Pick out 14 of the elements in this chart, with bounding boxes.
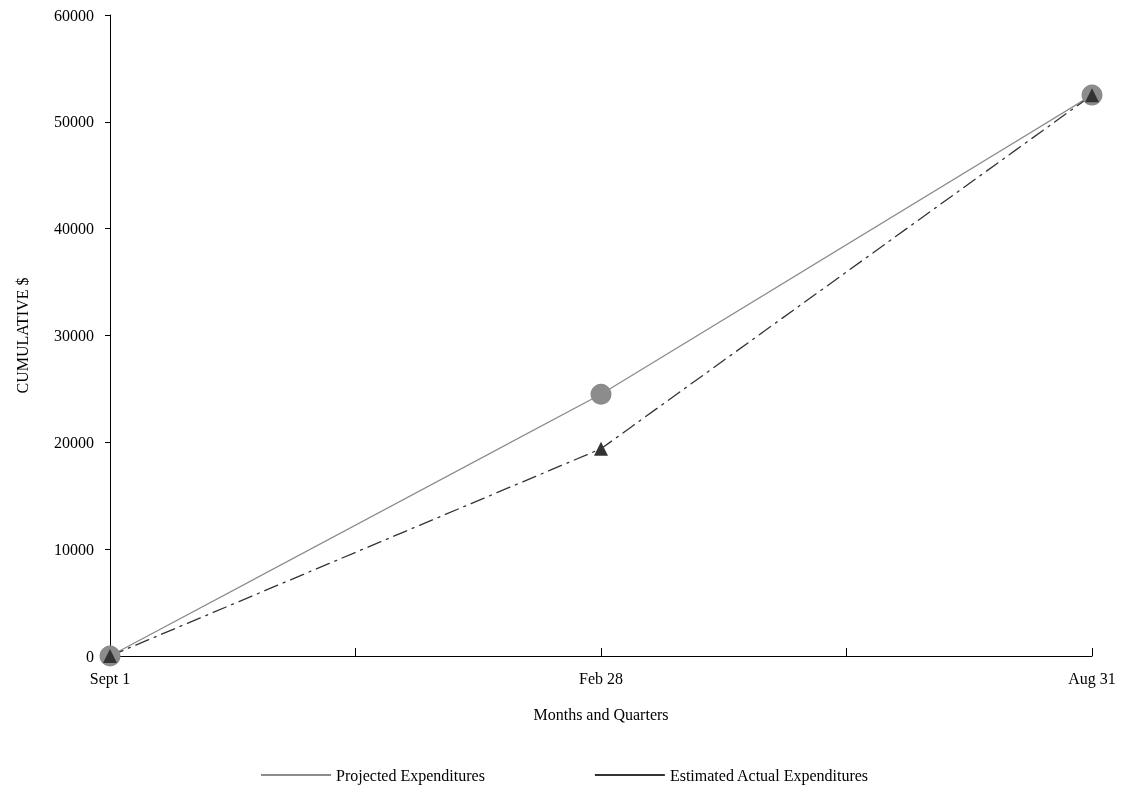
- legend-label: Projected Expenditures: [336, 766, 485, 785]
- x-tick-label: Feb 28: [579, 669, 623, 687]
- y-tick-label: 20000: [54, 433, 94, 451]
- y-tick-label: 30000: [54, 327, 94, 344]
- y-axis-title: CUMULATIVE $: [13, 277, 31, 394]
- y-tick-label: 60000: [54, 6, 94, 24]
- legend-label: Estimated Actual Expenditures: [669, 766, 869, 785]
- x-tick-label: Aug 31: [1068, 669, 1116, 688]
- y-tick-label: 0: [86, 647, 94, 665]
- y-tick-label: 50000: [54, 113, 94, 131]
- x-axis-title: Months and Quarters: [533, 705, 669, 723]
- y-tick-label: 10000: [54, 540, 94, 558]
- x-tick-label: Sept 1: [89, 669, 131, 688]
- y-tick-label: 40000: [54, 220, 94, 238]
